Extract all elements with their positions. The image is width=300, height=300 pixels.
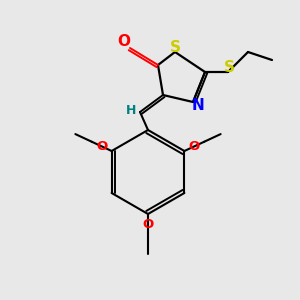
Text: N: N bbox=[192, 98, 204, 112]
Text: O: O bbox=[189, 140, 200, 153]
Text: O: O bbox=[96, 140, 107, 153]
Text: S: S bbox=[224, 59, 235, 74]
Text: O: O bbox=[118, 34, 130, 50]
Text: H: H bbox=[126, 103, 136, 116]
Text: S: S bbox=[169, 40, 181, 55]
Text: O: O bbox=[142, 218, 154, 232]
